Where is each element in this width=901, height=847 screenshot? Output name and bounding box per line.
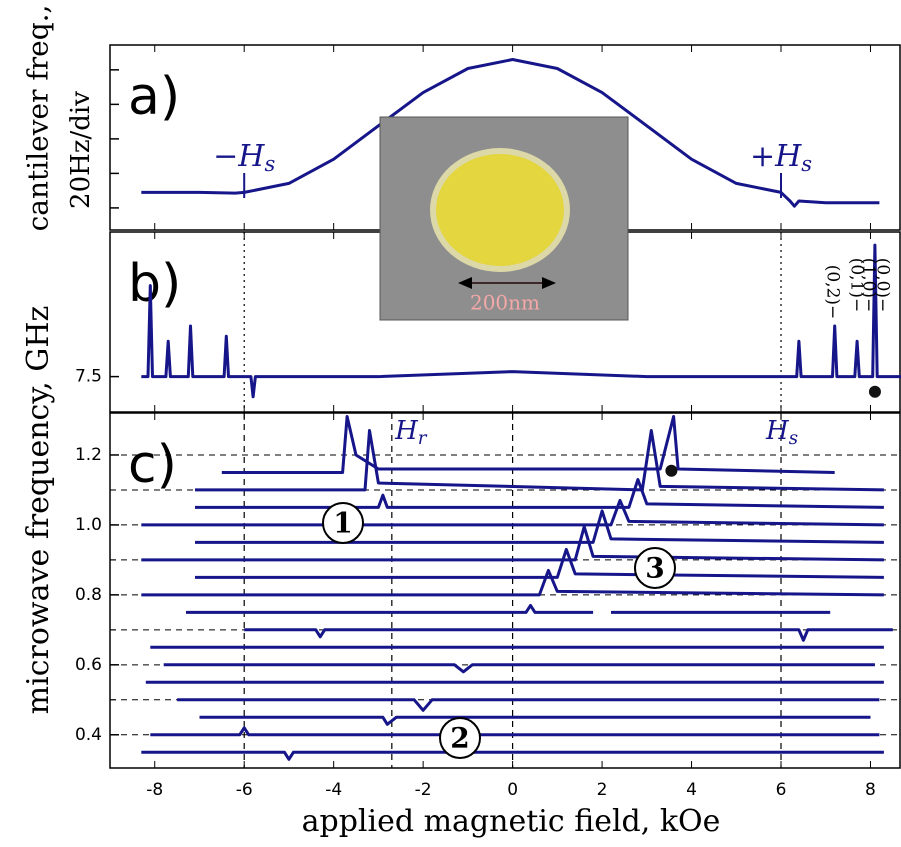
x-tick-label: 0 (507, 780, 518, 800)
inset-disk (436, 154, 564, 266)
y-axis-label: microwave frequency, GHz (21, 306, 56, 715)
panel-label: b) (128, 254, 181, 314)
x-tick-label: 6 (776, 780, 787, 800)
trace (244, 628, 893, 642)
x-tick-label: -6 (236, 780, 253, 800)
x-tick-label: 4 (686, 780, 697, 800)
x-tick-label: 8 (865, 780, 876, 800)
trace (141, 525, 884, 562)
trace (221, 415, 835, 474)
inset: 200nm (379, 116, 629, 321)
mode-label: (0,2)− (823, 265, 843, 320)
y-tick-label: 1.0 (75, 515, 102, 535)
y-axis-label: cantilever freq., (22, 5, 55, 232)
trace (141, 568, 884, 597)
mode-label: (1,0)− (859, 258, 879, 313)
annotation-text: +H (750, 139, 802, 174)
trace (195, 429, 884, 492)
annotation: −Hs (213, 139, 275, 176)
mode-label: (0,1)− (847, 258, 867, 313)
mode-badge-label: 3 (645, 552, 664, 585)
trace (199, 715, 871, 726)
trace (141, 243, 901, 399)
trace (177, 698, 880, 712)
mode-badge (634, 547, 676, 589)
panel-label: a) (128, 67, 180, 127)
y-tick-label: 0.4 (75, 725, 102, 745)
x-tick-label: -2 (415, 780, 432, 800)
y-tick-label: 7.5 (75, 367, 102, 387)
annotation-text: H (765, 416, 790, 446)
annotation: Hs (765, 416, 798, 449)
annotation-text: H (394, 416, 419, 446)
mode-badge (322, 502, 364, 544)
mode-badge-label: 1 (333, 507, 352, 540)
trace (150, 726, 880, 737)
x-tick-label: 2 (597, 780, 608, 800)
marker (868, 385, 881, 398)
x-axis-label: applied magnetic field, kOe (302, 804, 721, 839)
annotation: +Hs (750, 139, 812, 176)
mode-label: (0,0)− (873, 258, 893, 313)
panel-c-frame (109, 412, 901, 769)
trace (186, 603, 831, 614)
annotation: Hr (394, 416, 428, 449)
y-axis-label: 20Hz/div (66, 91, 96, 209)
annotation-text: −H (213, 139, 265, 174)
trace (163, 663, 875, 674)
trace (141, 498, 884, 527)
trace (195, 509, 884, 544)
scale-label: 200nm (470, 291, 540, 315)
trace (141, 58, 880, 208)
trace (195, 478, 884, 509)
mode-badge (439, 717, 481, 759)
y-tick-label: 1.2 (75, 445, 102, 465)
annotation-sub: s (264, 152, 275, 176)
y-tick-label: 0.8 (75, 585, 102, 605)
mode-badge-label: 2 (450, 722, 469, 755)
panel-label: c) (128, 435, 177, 495)
marker (665, 464, 678, 477)
trace (141, 750, 884, 761)
annotation-sub: s (801, 152, 812, 176)
annotation-sub: s (789, 428, 798, 449)
y-tick-label: 0.6 (75, 655, 102, 675)
x-tick-label: -4 (325, 780, 342, 800)
annotation-sub: r (418, 428, 428, 449)
x-tick-label: -8 (146, 780, 163, 800)
trace (195, 547, 884, 579)
